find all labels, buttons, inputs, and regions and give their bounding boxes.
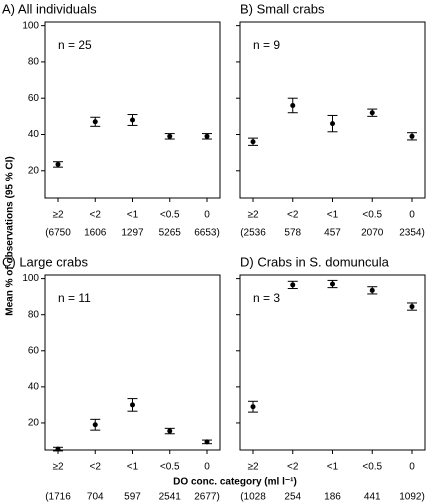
mean-point [290, 282, 296, 288]
mean-point [409, 133, 415, 139]
sample-size: 1606 [84, 228, 107, 239]
sample-size: 2541 [159, 492, 182, 503]
sample-size: 5265 [159, 228, 182, 239]
sample-size: (1716 [45, 492, 71, 503]
x-tick-label: <0.5 [362, 210, 382, 221]
sample-size: (2536 [240, 228, 266, 239]
y-tick-label: 20 [28, 165, 40, 176]
mean-point [92, 119, 98, 125]
x-tick-label: 0 [409, 210, 415, 221]
x-axis-label: DO conc. category (ml l⁻¹) [173, 477, 297, 488]
mean-point [409, 304, 415, 310]
sample-size: (6750 [45, 228, 71, 239]
sample-size: 2070 [361, 228, 384, 239]
x-tick-label: <2 [90, 462, 102, 473]
y-axis-label: Mean % of observations (95 % CI) [5, 156, 16, 315]
y-tick-label: 20 [28, 418, 40, 429]
x-tick-label: 0 [204, 462, 210, 473]
sample-size: 704 [87, 492, 104, 503]
sample-size: 2677) [194, 492, 220, 503]
sample-size: 441 [364, 492, 381, 503]
sample-size: 597 [124, 492, 141, 503]
y-tick-label: 80 [28, 309, 40, 320]
x-tick-label: <2 [287, 210, 299, 221]
x-tick-label: <0.5 [362, 462, 382, 473]
x-tick-label: <0.5 [160, 210, 180, 221]
x-tick-label: <2 [90, 210, 102, 221]
mean-point [92, 422, 98, 428]
y-tick-label: 40 [28, 381, 40, 392]
annotation: n = 25 [58, 38, 92, 52]
x-tick-label: 0 [409, 462, 415, 473]
y-tick-label: 60 [28, 345, 40, 356]
panel-title: B) Small crabs [240, 1, 325, 16]
mean-point [290, 102, 296, 108]
mean-point [167, 428, 173, 434]
y-tick-label: 40 [28, 129, 40, 140]
mean-point [130, 117, 135, 123]
x-tick-label: ≥2 [52, 462, 63, 473]
mean-point [250, 139, 256, 145]
mean-point [369, 110, 375, 116]
panel-title: A) All individuals [2, 1, 97, 16]
x-tick-label: <1 [327, 462, 339, 473]
sample-size: 2354) [399, 228, 425, 239]
sample-size: 1092) [399, 492, 425, 503]
sample-size: 186 [324, 492, 341, 503]
sample-size: 1297 [121, 228, 144, 239]
mean-point [330, 121, 335, 127]
mean-point [369, 287, 375, 293]
sample-size: 578 [284, 228, 301, 239]
panel-title: D) Crabs in S. domuncula [240, 254, 390, 269]
mean-point [55, 446, 61, 452]
x-tick-label: <1 [127, 210, 139, 221]
mean-point [204, 439, 210, 445]
mean-point [204, 133, 210, 139]
mean-point [330, 281, 335, 287]
y-tick-label: 100 [22, 273, 39, 284]
x-tick-label: <1 [327, 210, 339, 221]
annotation: n = 3 [253, 291, 280, 305]
mean-point [167, 133, 173, 139]
annotation: n = 9 [253, 38, 280, 52]
x-tick-label: ≥2 [247, 462, 258, 473]
mean-point [130, 402, 135, 408]
x-tick-label: ≥2 [52, 210, 63, 221]
y-tick-label: 80 [28, 57, 40, 68]
sample-size: (1028 [240, 492, 266, 503]
sample-size: 6653) [194, 228, 220, 239]
annotation: n = 11 [58, 291, 91, 305]
x-tick-label: <1 [127, 462, 139, 473]
x-tick-label: 0 [204, 210, 210, 221]
mean-point [250, 404, 256, 410]
x-tick-label: <2 [287, 462, 299, 473]
x-tick-label: ≥2 [247, 210, 258, 221]
mean-point [55, 161, 61, 167]
panel-title: C) Large crabs [2, 254, 88, 269]
y-tick-label: 100 [22, 20, 39, 31]
sample-size: 254 [284, 492, 301, 503]
x-tick-label: <0.5 [160, 462, 180, 473]
y-tick-label: 60 [28, 93, 40, 104]
sample-size: 457 [324, 228, 341, 239]
